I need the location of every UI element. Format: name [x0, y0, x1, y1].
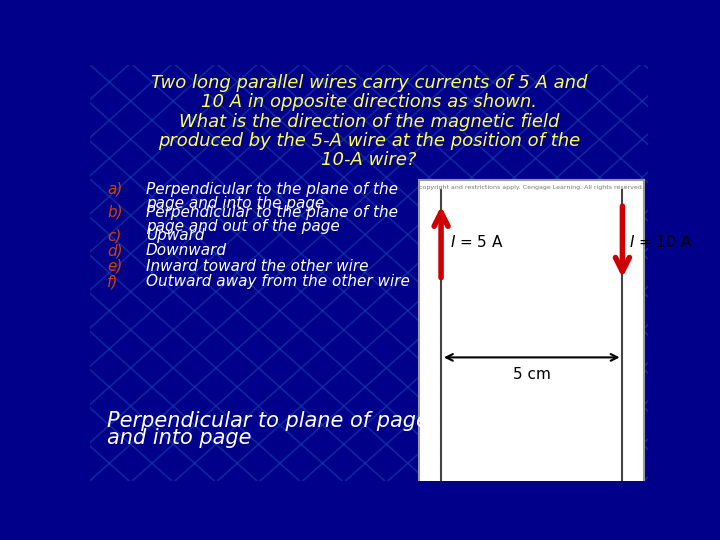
Text: Upward: Upward	[145, 228, 204, 243]
Text: $I$ = 5 A: $I$ = 5 A	[451, 234, 504, 250]
Text: page and out of the page: page and out of the page	[145, 219, 340, 234]
Text: d): d)	[107, 244, 122, 259]
Text: Downward: Downward	[145, 244, 227, 259]
Text: 5 cm: 5 cm	[513, 367, 551, 382]
Text: produced by the 5-A wire at the position of the: produced by the 5-A wire at the position…	[158, 132, 580, 150]
Text: Perpendicular to the plane of the: Perpendicular to the plane of the	[145, 182, 397, 197]
Text: and into page: and into page	[107, 428, 251, 448]
Text: What is the direction of the magnetic field: What is the direction of the magnetic fi…	[179, 112, 559, 131]
Text: b): b)	[107, 205, 122, 220]
Text: copyright and restrictions apply. Cengage Learning. All rights reserved.: copyright and restrictions apply. Cengag…	[419, 185, 644, 190]
Text: a): a)	[107, 182, 122, 197]
Text: f): f)	[107, 274, 118, 289]
Text: Outward away from the other wire: Outward away from the other wire	[145, 274, 410, 289]
Text: Perpendicular to plane of page: Perpendicular to plane of page	[107, 411, 429, 431]
Text: 10 A in opposite directions as shown.: 10 A in opposite directions as shown.	[201, 93, 537, 111]
Text: Perpendicular to the plane of the: Perpendicular to the plane of the	[145, 205, 397, 220]
Text: 10-A wire?: 10-A wire?	[321, 151, 417, 169]
Text: $I$ = 10 A: $I$ = 10 A	[629, 234, 692, 250]
Text: page and into the page: page and into the page	[145, 195, 324, 211]
Text: c): c)	[107, 228, 122, 243]
Text: Two long parallel wires carry currents of 5 A and: Two long parallel wires carry currents o…	[150, 74, 588, 92]
Text: Inward toward the other wire: Inward toward the other wire	[145, 259, 369, 274]
Bar	[419, 180, 644, 504]
Text: e): e)	[107, 259, 122, 274]
